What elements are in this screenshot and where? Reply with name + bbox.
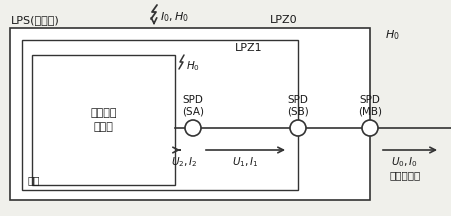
Text: SPD
(MB): SPD (MB) xyxy=(358,95,382,117)
Bar xyxy=(10,28,370,200)
Circle shape xyxy=(185,120,201,136)
Text: SPD
(SA): SPD (SA) xyxy=(182,95,204,117)
Bar xyxy=(32,55,175,185)
Text: $U_0,I_0$: $U_0,I_0$ xyxy=(391,155,419,169)
Circle shape xyxy=(290,120,306,136)
Text: LPZ0: LPZ0 xyxy=(270,15,298,25)
Text: LPS(无屏蔽): LPS(无屏蔽) xyxy=(11,15,60,25)
Text: $I_0,H_0$: $I_0,H_0$ xyxy=(160,10,189,24)
Text: 需要保护
的设备: 需要保护 的设备 xyxy=(90,108,117,132)
Text: $U_2,I_2$: $U_2,I_2$ xyxy=(170,155,198,169)
Bar xyxy=(22,40,298,190)
Text: 外壳: 外壳 xyxy=(28,175,41,185)
Text: LPZ1: LPZ1 xyxy=(235,43,262,53)
Text: $H_0$: $H_0$ xyxy=(385,28,400,42)
Text: $H_0$: $H_0$ xyxy=(186,59,200,73)
Text: SPD
(SB): SPD (SB) xyxy=(287,95,309,117)
Text: $U_1,I_1$: $U_1,I_1$ xyxy=(232,155,259,169)
Text: 部分雷电流: 部分雷电流 xyxy=(389,170,421,180)
Circle shape xyxy=(362,120,378,136)
